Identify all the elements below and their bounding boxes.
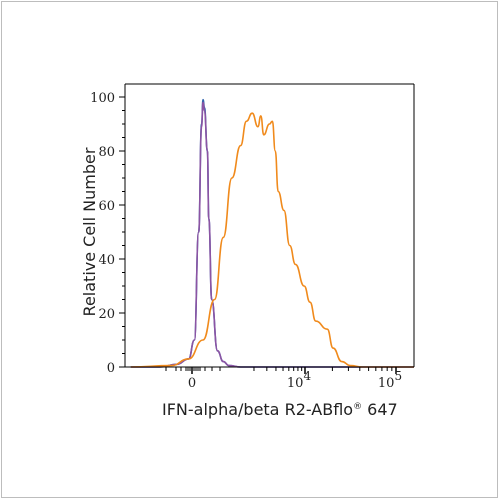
x-axis-label-suffix: 647 <box>362 400 398 419</box>
histogram-series-1 <box>130 98 414 368</box>
x-axis-label: IFN-alpha/beta R2-ABflo® 647 <box>162 400 398 419</box>
x-axis-label-main: IFN-alpha/beta R2-ABflo <box>162 400 353 419</box>
x-axis-label-registered: ® <box>353 402 362 412</box>
y-tick-label: 20 <box>98 307 115 322</box>
y-tick-label: 100 <box>90 91 115 106</box>
x-tick-label: 104 <box>287 369 312 391</box>
y-tick-label: 40 <box>98 253 115 268</box>
histogram-series-2 <box>130 101 414 368</box>
series-layer <box>130 98 414 368</box>
y-tick-label: 80 <box>98 145 115 160</box>
y-tick-label: 60 <box>98 199 115 214</box>
x-tick-label: 105 <box>378 369 402 391</box>
y-tick-label: 0 <box>107 361 115 376</box>
axes-layer: 0 20 40 60 80 100 0 104 105 <box>90 83 415 391</box>
x-tick-label: 0 <box>188 376 196 391</box>
y-axis-label: Relative Cell Number <box>80 147 99 316</box>
histogram-series-3 <box>130 112 414 368</box>
